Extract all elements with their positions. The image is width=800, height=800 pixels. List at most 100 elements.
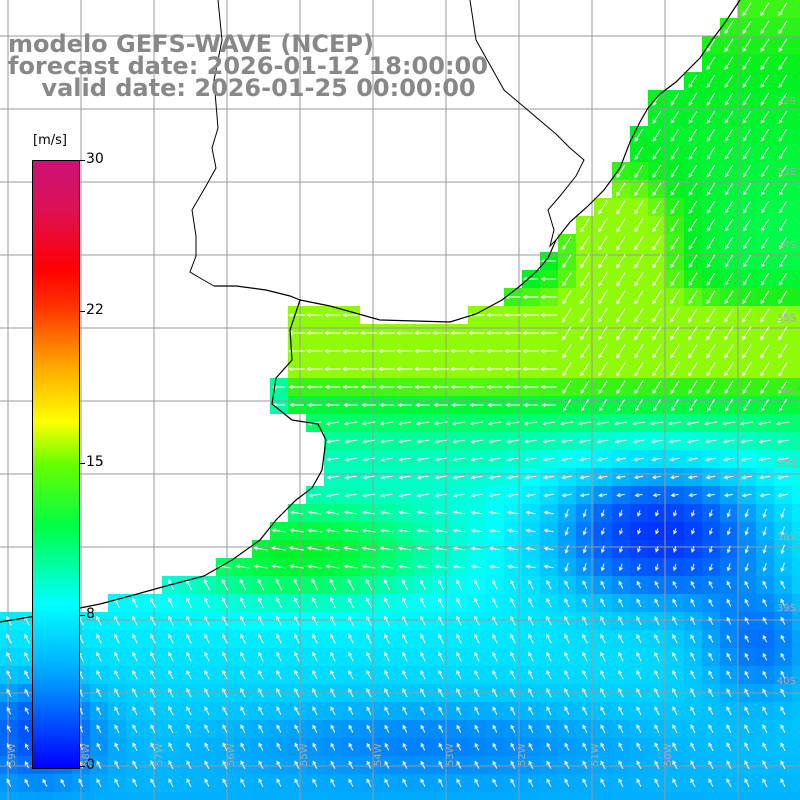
wind-arrow	[616, 218, 626, 233]
wind-arrow	[636, 669, 642, 680]
wind-arrow	[235, 564, 250, 569]
wind-arrow	[562, 380, 572, 395]
wind-arrow	[600, 687, 606, 698]
wind-arrow	[616, 182, 626, 197]
wind-arrow	[708, 688, 714, 698]
wind-arrow	[311, 597, 319, 609]
wind-arrow	[742, 164, 752, 178]
wind-arrow	[540, 384, 557, 390]
wind-arrow	[258, 760, 264, 769]
wind-arrow	[452, 546, 465, 551]
wind-arrow	[420, 724, 426, 733]
wind-arrow	[456, 760, 462, 769]
wind-arrow	[258, 615, 264, 626]
wind-arrow	[708, 706, 714, 716]
wind-arrow	[325, 510, 340, 515]
wind-arrow	[687, 475, 698, 480]
wind-arrow	[486, 366, 503, 372]
wind-cell	[792, 72, 800, 90]
wind-cell	[486, 792, 504, 800]
wind-arrow	[168, 687, 174, 698]
wind-arrow	[762, 670, 768, 679]
wind-arrow	[652, 236, 662, 251]
wind-arrow	[579, 493, 590, 498]
wind-arrow	[598, 308, 608, 323]
wind-arrow	[257, 578, 265, 591]
wind-arrow	[724, 237, 734, 250]
wind-arrow	[6, 688, 12, 697]
wind-arrow	[778, 380, 788, 395]
wind-arrow	[634, 200, 644, 215]
wind-arrow	[600, 633, 606, 644]
wind-arrow	[510, 760, 516, 769]
wind-arrow	[312, 669, 318, 680]
wind-arrow	[456, 724, 462, 733]
wind-arrow	[186, 724, 192, 734]
wind-arrow	[451, 402, 466, 408]
wind-arrow	[487, 402, 502, 408]
wind-arrow	[724, 399, 734, 412]
wind-arrow	[294, 778, 300, 787]
wind-arrow	[438, 778, 444, 787]
wind-arrow	[776, 457, 789, 462]
wind-arrow	[330, 687, 336, 698]
lon-label: 53W	[445, 743, 456, 766]
wind-arrow	[522, 312, 539, 318]
wind-arrow	[132, 706, 138, 716]
wind-arrow	[670, 380, 680, 395]
wind-arrow	[778, 344, 788, 359]
wind-arrow	[452, 510, 465, 515]
wind-arrow	[618, 509, 623, 518]
colorbar-tickmark	[79, 766, 85, 767]
wind-cell	[792, 306, 800, 324]
wind-cell	[792, 558, 800, 576]
wind-arrow	[708, 509, 713, 518]
wind-arrow	[706, 164, 716, 178]
wind-arrow	[600, 527, 605, 536]
wind-arrow	[669, 475, 680, 480]
wind-arrow	[598, 399, 608, 412]
wind-arrow	[760, 255, 770, 268]
wind-arrow	[456, 615, 462, 626]
wind-arrow	[294, 633, 300, 644]
wind-arrow	[456, 669, 462, 680]
wind-arrow	[416, 510, 429, 515]
wind-arrow	[542, 439, 555, 444]
wind-arrow	[528, 633, 534, 644]
wind-cell	[792, 90, 800, 108]
wind-cell	[792, 234, 800, 252]
wind-arrow	[168, 669, 174, 680]
wind-arrow	[582, 509, 587, 518]
wind-arrow	[582, 760, 588, 769]
wind-arrow	[634, 326, 644, 341]
wind-cell	[288, 792, 306, 800]
wind-arrow	[96, 651, 102, 662]
wind-arrow	[742, 272, 752, 286]
wind-arrow	[114, 688, 120, 698]
wind-arrow	[541, 402, 556, 408]
wind-arrow	[222, 687, 228, 698]
wind-arrow	[434, 546, 447, 551]
wind-arrow	[600, 545, 605, 554]
wind-arrow	[672, 616, 678, 626]
wind-arrow	[672, 706, 678, 716]
wind-arrow	[672, 669, 678, 680]
wind-arrow	[706, 182, 716, 196]
wind-arrow	[438, 669, 444, 680]
wind-arrow	[582, 563, 587, 572]
wind-arrow	[543, 546, 554, 551]
wind-arrow	[488, 457, 501, 462]
wind-arrow	[582, 651, 588, 662]
wind-arrow	[470, 546, 483, 551]
wind-arrow	[240, 778, 246, 788]
wind-arrow	[582, 687, 588, 698]
wind-arrow	[402, 597, 408, 609]
wind-arrow	[450, 366, 467, 372]
wind-arrow	[186, 669, 192, 680]
wind-arrow	[276, 687, 282, 698]
wind-arrow	[456, 688, 462, 698]
wind-arrow	[470, 493, 483, 498]
wind-arrow	[486, 312, 503, 318]
wind-arrow	[204, 760, 210, 770]
wind-arrow	[600, 563, 605, 572]
